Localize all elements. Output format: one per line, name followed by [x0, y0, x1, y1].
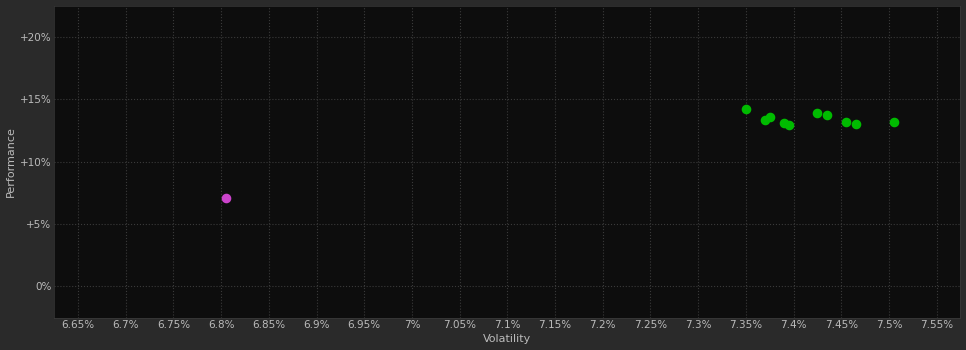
Point: [218, 195, 234, 201]
Point: [781, 122, 797, 128]
Point: [757, 118, 773, 123]
Point: [810, 111, 825, 116]
Point: [886, 119, 901, 125]
X-axis label: Volatility: Volatility: [483, 335, 531, 344]
Y-axis label: Performance: Performance: [6, 126, 15, 197]
Point: [819, 113, 835, 118]
Point: [777, 120, 792, 126]
Point: [848, 121, 864, 127]
Point: [838, 119, 854, 125]
Point: [738, 106, 753, 112]
Point: [762, 114, 778, 119]
